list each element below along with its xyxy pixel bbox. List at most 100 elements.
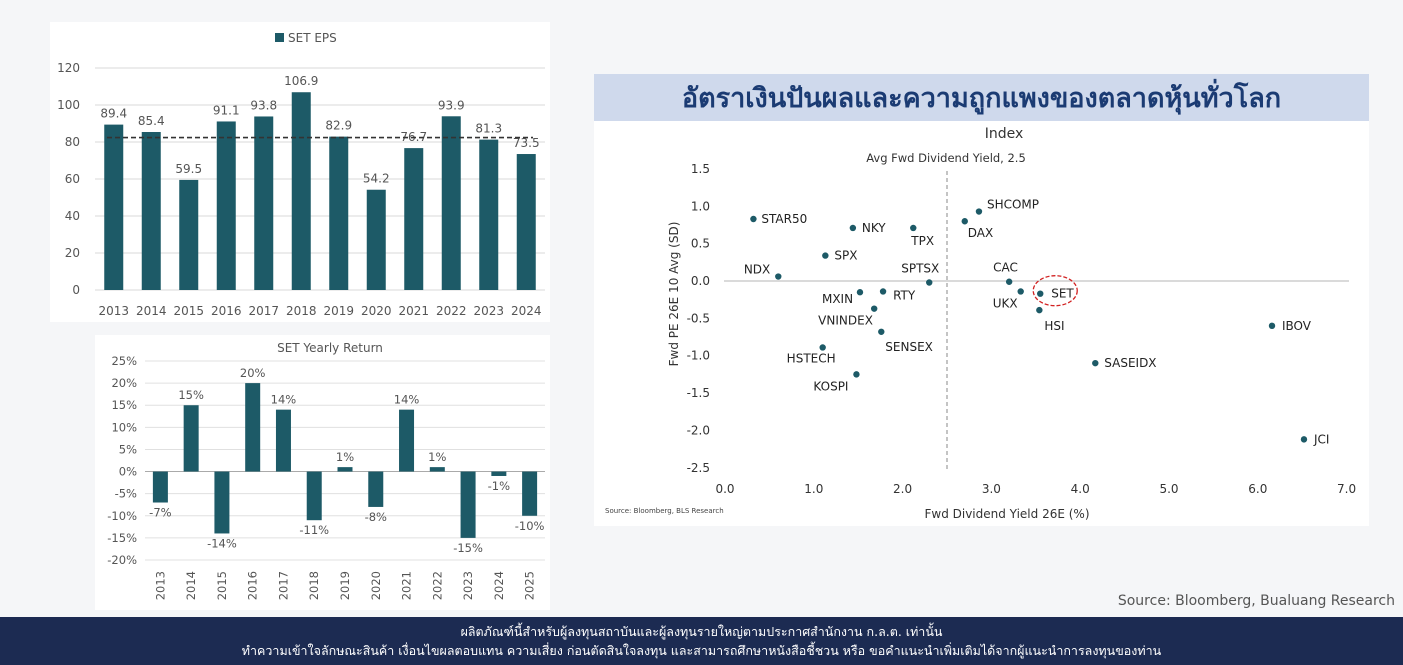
disclaimer-line-1: ผลิตภัณฑ์นี้สำหรับผู้ลงทุนสถาบันและผู้ลง… — [460, 624, 943, 639]
scatter-xtick-label: 5.0 — [1159, 482, 1178, 496]
return-bar — [337, 467, 353, 472]
return-value-label: -15% — [453, 541, 483, 555]
scatter-point-label: CAC — [993, 261, 1018, 275]
eps-value-label: 91.1 — [213, 103, 240, 117]
scatter-xtick-label: 6.0 — [1248, 482, 1267, 496]
scatter-ytick-label: -1.0 — [687, 349, 710, 363]
return-xtick-label: 2018 — [307, 571, 321, 600]
return-bar — [522, 471, 538, 516]
return-xtick-label: 2016 — [246, 571, 260, 600]
eps-xtick-label: 2014 — [136, 304, 167, 318]
return-xtick-label: 2015 — [215, 571, 229, 600]
return-bar — [245, 383, 261, 472]
return-ytick-label: 0% — [119, 465, 137, 479]
scatter-ytick-label: 0.0 — [691, 274, 710, 288]
scatter-point-label: RTY — [893, 288, 916, 302]
eps-bar — [216, 121, 236, 290]
eps-ytick-label: 20 — [65, 246, 80, 260]
return-xtick-label: 2023 — [461, 571, 475, 600]
eps-xtick-label: 2013 — [98, 304, 129, 318]
scatter-xtick-label: 2.0 — [893, 482, 912, 496]
set-yearly-return-chart: SET Yearly Return 25% 20% 15% 10% 5% 0% -5% -10%… — [107, 341, 545, 600]
return-bar — [275, 409, 291, 472]
scatter-point-label: VNINDEX — [818, 314, 873, 328]
scatter-xtick-label: 3.0 — [982, 482, 1001, 496]
scatter-ytick-label: 1.0 — [691, 199, 710, 213]
scatter-point-sensex — [878, 328, 885, 335]
scatter-point-label: SENSEX — [885, 340, 933, 354]
return-ytick-label: -10% — [107, 509, 137, 523]
scatter-title: Index — [985, 126, 1024, 142]
eps-value-label: 81.3 — [475, 122, 502, 136]
eps-value-label: 54.2 — [363, 172, 390, 186]
return-value-label: -8% — [365, 510, 387, 524]
return-bar — [152, 471, 168, 503]
scatter-point-ukx — [1017, 288, 1024, 295]
return-value-label: -1% — [488, 479, 510, 493]
scatter-point-label: DAX — [968, 226, 993, 240]
scatter-point-label: SET — [1051, 287, 1074, 301]
eps-xtick-label: 2024 — [511, 304, 542, 318]
set-eps-chart-panel: 0 20 40 60 80 100 120 SET EPS 89.4 2013 85.4 2014 59… — [50, 22, 550, 322]
eps-xtick-label: 2015 — [173, 304, 204, 318]
return-xtick-label: 2020 — [369, 571, 383, 600]
scatter-point-jci — [1300, 436, 1308, 443]
eps-bar — [516, 154, 536, 290]
eps-ytick-label: 120 — [57, 61, 80, 75]
return-bar — [214, 471, 230, 534]
return-ytick-label: -5% — [115, 487, 137, 501]
return-xtick-label: 2013 — [153, 571, 167, 600]
eps-bar — [441, 116, 461, 290]
scatter-point-sptsx — [926, 279, 933, 286]
scatter-point-star50 — [750, 215, 757, 223]
scatter-point-label: UKX — [993, 296, 1018, 310]
scatter-point-rty — [879, 288, 887, 295]
return-bar — [460, 471, 476, 538]
return-bar — [429, 467, 445, 472]
scatter-point-label: STAR50 — [761, 212, 807, 226]
eps-xtick-label: 2018 — [286, 304, 317, 318]
scatter-point-label: MXIN — [822, 292, 853, 306]
scatter-point-nky — [849, 224, 857, 232]
scatter-point-ibov — [1268, 322, 1276, 330]
eps-value-label: 106.9 — [284, 74, 318, 88]
eps-xtick-label: 2016 — [211, 304, 242, 318]
scatter-ytick-label: -2.0 — [687, 423, 710, 437]
return-ytick-label: 5% — [119, 442, 137, 456]
return-value-label: 14% — [271, 393, 297, 407]
disclaimer-line-2: ทำความเข้าใจลักษณะสินค้า เงื่อนไขผลตอบแท… — [241, 643, 1162, 658]
return-xtick-label: 2014 — [184, 571, 198, 600]
scatter-point-set — [1037, 290, 1044, 297]
return-chart-title: SET Yearly Return — [277, 341, 383, 355]
set-yearly-return-chart-panel: SET Yearly Return 25% 20% 15% 10% 5% 0% -5% -10%… — [95, 335, 550, 610]
eps-xtick-label: 2022 — [436, 304, 467, 318]
disclaimer-footer: ผลิตภัณฑ์นี้สำหรับผู้ลงทุนสถาบันและผู้ลง… — [0, 617, 1403, 665]
return-bar — [306, 471, 322, 521]
scatter-ytick-label: -0.5 — [687, 311, 710, 325]
return-value-label: 20% — [240, 366, 266, 380]
return-value-label: 14% — [394, 393, 420, 407]
return-value-label: 15% — [178, 388, 204, 402]
eps-value-label: 93.9 — [438, 98, 465, 112]
return-ytick-label: 10% — [111, 420, 137, 434]
eps-bar — [179, 179, 199, 290]
scatter-point-label: JCI — [1313, 432, 1329, 446]
scatter-point-label: TPX — [910, 234, 934, 248]
eps-bar — [479, 139, 499, 290]
return-ytick-label: 15% — [111, 398, 137, 412]
eps-ytick-label: 40 — [65, 209, 80, 223]
return-bar — [368, 471, 384, 507]
return-xtick-label: 2017 — [276, 571, 290, 600]
return-bar — [491, 471, 507, 476]
chart-banner-title: อัตราเงินปันผลและความถูกแพงของตลาดหุ้นทั… — [594, 74, 1369, 121]
return-xtick-label: 2025 — [523, 571, 537, 600]
return-xtick-label: 2024 — [492, 571, 506, 600]
scatter-point-hstech — [819, 344, 826, 351]
eps-bar — [254, 116, 274, 290]
eps-bar — [104, 124, 124, 290]
scatter-point-label: NDX — [744, 263, 770, 277]
return-xtick-label: 2019 — [338, 571, 352, 600]
scatter-point-cac — [1005, 278, 1013, 285]
return-value-label: -11% — [299, 523, 329, 537]
scatter-point-hsi — [1036, 306, 1043, 314]
